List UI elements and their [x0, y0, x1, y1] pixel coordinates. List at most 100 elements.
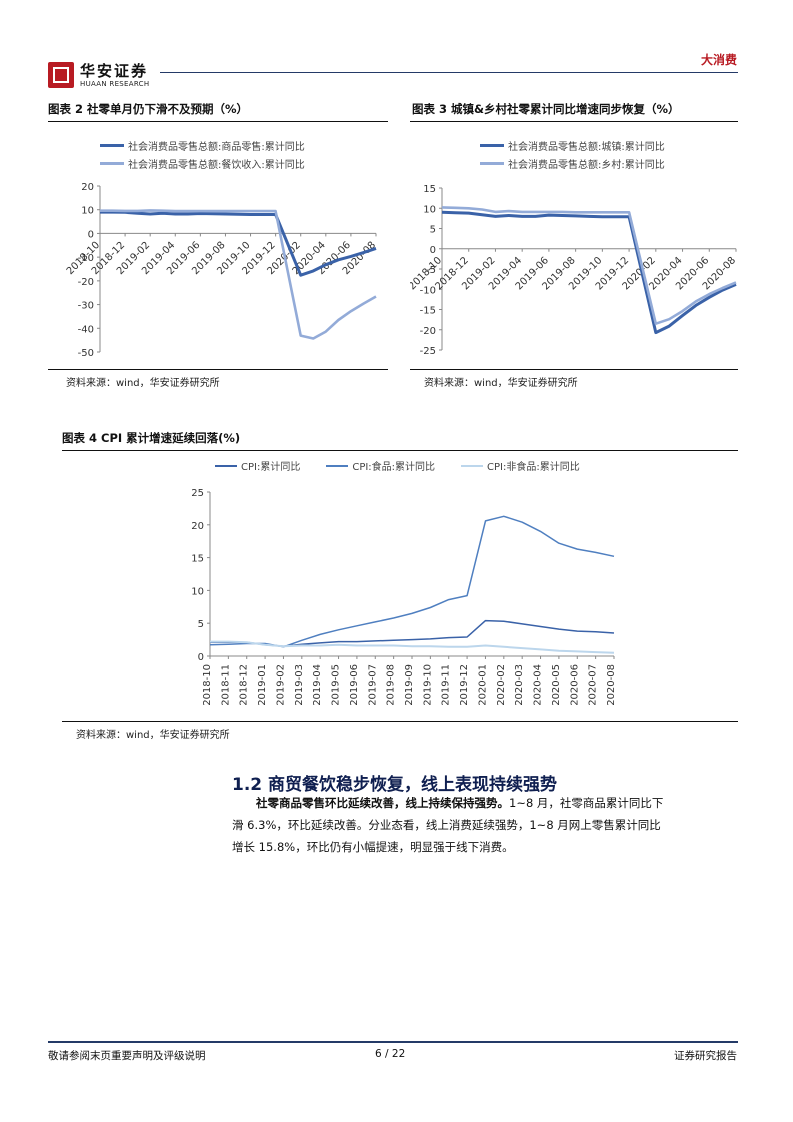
fig3-top-rule — [410, 121, 738, 122]
fig2-legend-label-0: 社会消费品零售总额:商品零售:累计同比 — [128, 141, 305, 153]
fig4-bottom-rule — [62, 721, 738, 722]
y-tick-label: 10 — [191, 586, 204, 597]
x-tick-label: 2020-02 — [496, 664, 507, 706]
section-title: 1.2 商贸餐饮稳步恢复，线上表现持续强势 — [232, 775, 558, 795]
series-line-0 — [441, 210, 737, 335]
paragraph-line-2: 滑 6.3%，环比延续改善。分业态看，线上消费延续强势，1~8 月网上零售累计同… — [232, 818, 661, 832]
footer-divider — [48, 1041, 738, 1043]
y-tick-label: 10 — [423, 204, 436, 215]
paragraph-lead-bold: 社零商品零售环比延续改善，线上持续保持强势。 — [256, 796, 509, 810]
y-tick-label: 20 — [81, 182, 94, 193]
fig2-bottom-rule — [48, 369, 388, 370]
header-divider — [160, 72, 738, 73]
x-tick-label: 2020-07 — [588, 664, 599, 706]
y-tick-label: 5 — [430, 225, 436, 236]
fig2-chart: 20100-10-20-30-40-502018-102018-122019-0… — [65, 182, 378, 359]
x-tick-label: 2019-06 — [349, 664, 360, 706]
x-tick-label: 2019-12 — [459, 664, 470, 706]
fig2-legend-item-0: 社会消费品零售总额:商品零售:累计同比 — [100, 136, 305, 154]
fig2-title: 图表 2 社零单月仍下滑不及预期（%） — [48, 102, 249, 116]
series-line-1 — [441, 206, 737, 325]
fig3-title: 图表 3 城镇&乡村社零累计同比增速同步恢复（%） — [412, 102, 680, 116]
y-tick-label: -15 — [420, 306, 436, 317]
y-tick-label: 15 — [423, 184, 436, 195]
fig3-legend: 社会消费品零售总额:城镇:累计同比 社会消费品零售总额:乡村:累计同比 — [480, 136, 665, 172]
fig4-title: 图表 4 CPI 累计增速延续回落(%) — [62, 431, 241, 445]
fig4-legend-swatch-2 — [461, 464, 484, 467]
x-tick-label: 2020-08 — [606, 664, 617, 706]
x-tick-label: 2019-02 — [275, 664, 286, 706]
x-tick-label: 2020-04 — [533, 664, 544, 706]
x-tick-label: 2020-05 — [551, 664, 562, 706]
fig3-source: 资料来源：wind，华安证券研究所 — [424, 378, 578, 389]
fig3-bottom-rule — [410, 369, 738, 370]
y-tick-label: 0 — [88, 229, 94, 240]
series-line-1 — [209, 515, 615, 648]
fig2-top-rule — [48, 121, 388, 122]
y-tick-label: 10 — [81, 206, 94, 217]
series-line-2 — [210, 640, 615, 654]
y-tick-label: -20 — [420, 326, 436, 337]
x-tick-label: 2020-06 — [569, 664, 580, 706]
fig4-legend: CPI:累计同比 CPI:食品:累计同比 CPI:非食品:累计同比 — [215, 458, 580, 473]
fig3-legend-swatch-1 — [480, 161, 504, 165]
x-tick-label: 2019-07 — [367, 664, 378, 706]
y-tick-label: -10 — [78, 253, 94, 264]
fig4-legend-swatch-1 — [326, 464, 349, 467]
footer-report-type: 证券研究报告 — [674, 1050, 737, 1062]
fig4-legend-item-0: CPI:累计同比 — [215, 458, 300, 473]
fig4-top-rule — [62, 450, 738, 451]
series-line-0 — [100, 210, 377, 277]
x-tick-label: 2019-03 — [294, 664, 305, 706]
x-tick-label: 2020-03 — [514, 664, 525, 706]
y-tick-label: -25 — [420, 346, 436, 357]
y-tick-label: -50 — [78, 348, 94, 359]
x-tick-label: 2018-12 — [239, 664, 250, 706]
fig2-legend-swatch-1 — [100, 161, 124, 165]
fig3-chart: 151050-5-10-15-20-252018-102018-122019-0… — [410, 184, 738, 357]
fig4-legend-label-2: CPI:非食品:累计同比 — [487, 462, 580, 473]
fig2-legend-label-1: 社会消费品零售总额:餐饮收入:累计同比 — [128, 159, 305, 171]
x-tick-label: 2019-04 — [312, 664, 323, 706]
company-logo-icon — [48, 62, 74, 88]
fig3-legend-swatch-0 — [480, 143, 504, 147]
y-tick-label: -5 — [426, 265, 436, 276]
fig4-legend-swatch-0 — [215, 464, 237, 467]
y-tick-label: -10 — [420, 285, 436, 296]
y-tick-label: 5 — [198, 619, 204, 630]
series-line-1 — [100, 209, 377, 340]
logo-chinese-text: 华安证券 — [80, 62, 149, 80]
x-tick-label: 2018-11 — [220, 664, 231, 706]
paragraph-line-1: 社零商品零售环比延续改善，线上持续保持强势。1~8 月，社零商品累计同比下 — [232, 792, 732, 814]
y-tick-label: 0 — [198, 652, 204, 663]
fig4-legend-label-1: CPI:食品:累计同比 — [352, 462, 436, 473]
footer-disclaimer: 敬请参阅末页重要声明及评级说明 — [48, 1050, 206, 1062]
fig2-legend: 社会消费品零售总额:商品零售:累计同比 社会消费品零售总额:餐饮收入:累计同比 — [100, 136, 305, 172]
x-tick-label: 2019-01 — [257, 664, 268, 706]
x-tick-label: 2018-10 — [202, 664, 213, 706]
y-tick-label: 20 — [191, 521, 204, 532]
fig4-legend-label-0: CPI:累计同比 — [241, 462, 301, 473]
x-tick-label: 2019-09 — [404, 664, 415, 706]
fig4-source: 资料来源：wind，华安证券研究所 — [76, 730, 230, 741]
x-tick-label: 2019-11 — [441, 664, 452, 706]
page-number: 6 / 22 — [375, 1048, 406, 1060]
paragraph-line-3: 增长 15.8%，环比仍有小幅提速，明显强于线下消费。 — [232, 840, 514, 854]
y-tick-label: -30 — [78, 301, 94, 312]
paragraph-line-1-rest: 1~8 月，社零商品累计同比下 — [509, 796, 664, 810]
logo-english-text: HUAAN RESEARCH — [80, 80, 150, 88]
y-tick-label: -40 — [78, 324, 94, 335]
fig4-legend-item-2: CPI:非食品:累计同比 — [461, 458, 580, 473]
x-tick-label: 2020-01 — [477, 664, 488, 706]
y-tick-label: 0 — [430, 245, 436, 256]
report-category: 大消费 — [700, 53, 737, 67]
y-tick-label: 15 — [191, 554, 204, 565]
fig2-legend-swatch-0 — [100, 143, 124, 147]
y-tick-label: 25 — [191, 488, 204, 499]
fig3-legend-item-0: 社会消费品零售总额:城镇:累计同比 — [480, 136, 665, 154]
fig2-source: 资料来源：wind，华安证券研究所 — [66, 378, 220, 389]
fig2-legend-item-1: 社会消费品零售总额:餐饮收入:累计同比 — [100, 154, 305, 172]
y-tick-label: -20 — [78, 277, 94, 288]
x-tick-label: 2019-10 — [422, 664, 433, 706]
